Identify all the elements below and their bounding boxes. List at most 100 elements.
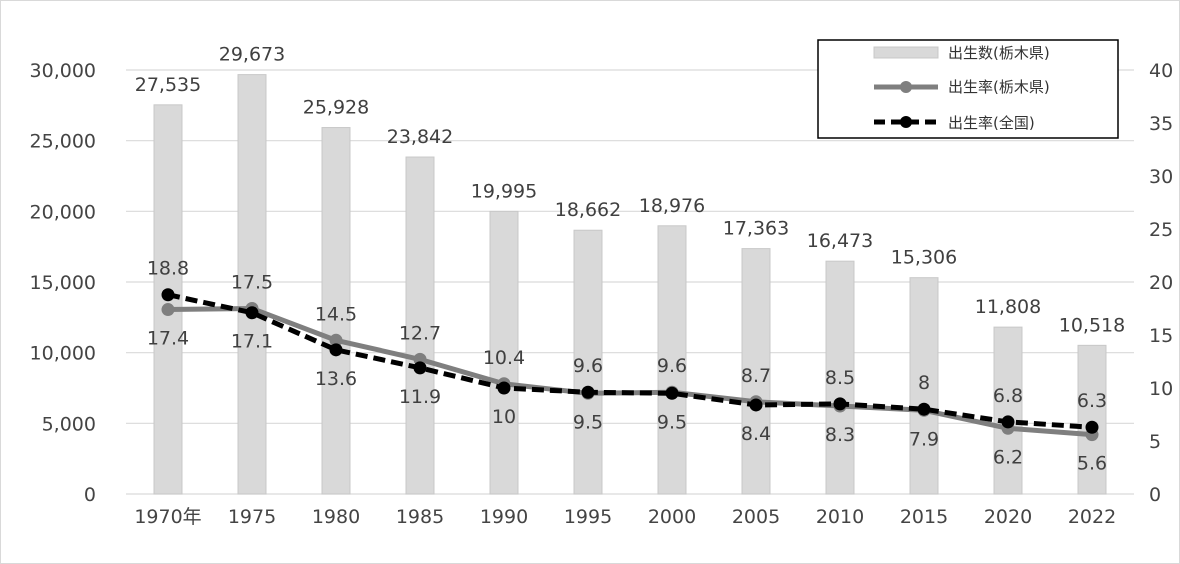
y-left-tick-label: 0 xyxy=(84,484,96,506)
pref-rate-label: 17.5 xyxy=(231,272,273,294)
bar xyxy=(909,277,939,495)
national-rate-label: 13.6 xyxy=(315,368,357,390)
y-right-tick-label: 35 xyxy=(1149,113,1173,135)
pref-rate-label: 8.7 xyxy=(741,365,771,387)
bar xyxy=(573,229,603,495)
x-tick-label: 2015 xyxy=(900,506,948,528)
x-tick-label: 1980 xyxy=(312,506,360,528)
national-rate-label: 18.8 xyxy=(147,258,189,280)
pref-rate-label: 10.4 xyxy=(483,347,525,369)
bar-value-label: 17,363 xyxy=(723,218,789,240)
y-right-tick-label: 15 xyxy=(1149,325,1173,347)
national-rate-point xyxy=(497,381,511,395)
national-rate-point xyxy=(833,397,847,411)
y-right-tick-label: 0 xyxy=(1149,484,1161,506)
x-tick-label: 1990 xyxy=(480,506,528,528)
x-tick-label: 2000 xyxy=(648,506,696,528)
x-tick-label: 1970年 xyxy=(134,506,201,528)
y-right-tick-label: 10 xyxy=(1149,378,1173,400)
legend-label-pref-rate: 出生率(栃木県) xyxy=(948,78,1050,96)
y-right-tick-label: 40 xyxy=(1149,60,1173,82)
pref-rate-label: 6.2 xyxy=(993,446,1023,468)
national-rate-point xyxy=(161,288,175,302)
bar xyxy=(321,127,351,495)
legend-item-births: 出生数(栃木県) xyxy=(873,44,1050,62)
legend-item-pref-rate: 出生率(栃木県) xyxy=(874,78,1050,96)
national-rate-label: 6.8 xyxy=(993,385,1023,407)
y-right-tick-label: 5 xyxy=(1149,431,1161,453)
bar-value-label: 27,535 xyxy=(135,74,201,96)
legend-item-national-rate: 出生率(全国) xyxy=(874,114,1035,132)
pref-rate-label: 7.9 xyxy=(909,428,939,450)
x-tick-label: 1975 xyxy=(228,506,276,528)
x-tick-label: 2010 xyxy=(816,506,864,528)
national-rate-point xyxy=(1085,420,1099,434)
legend-box xyxy=(817,39,1119,139)
bar xyxy=(657,225,687,495)
data-labels: 27,535 29,673 25,928 23,842 19,995 18,662 18,9… xyxy=(135,44,1125,475)
national-rate-label: 8.4 xyxy=(741,423,771,445)
x-tick-label: 2022 xyxy=(1068,506,1116,528)
y-left-tick-label: 15,000 xyxy=(30,272,96,294)
pref-rate-label: 9.5 xyxy=(573,411,603,433)
pref-rate-point xyxy=(329,333,343,347)
national-rate-label: 17.1 xyxy=(231,331,273,353)
x-axis: 1970年 1975 1980 1985 1990 1995 2000 2005 2010 201… xyxy=(134,506,1116,528)
bar-value-label: 23,842 xyxy=(387,126,453,148)
bar xyxy=(993,326,1023,495)
bar xyxy=(489,210,519,495)
national-rate-line xyxy=(167,292,1093,430)
y-left-tick-label: 20,000 xyxy=(30,201,96,223)
national-rate-point xyxy=(413,361,427,375)
line-series xyxy=(161,288,1099,442)
legend-label-births: 出生数(栃木県) xyxy=(948,44,1050,62)
y-axis-right: 0 5 10 15 20 25 30 35 40 xyxy=(1149,60,1173,506)
y-left-tick-label: 10,000 xyxy=(30,343,96,365)
national-rate-point xyxy=(917,402,931,416)
bar xyxy=(825,260,855,495)
bar-value-label: 19,995 xyxy=(471,180,537,202)
national-rate-label: 8.5 xyxy=(825,367,855,389)
bar xyxy=(237,74,267,495)
x-tick-label: 1995 xyxy=(564,506,612,528)
pref-rate-label: 9.6 xyxy=(657,355,687,377)
x-tick-label: 2020 xyxy=(984,506,1032,528)
legend-swatch-national-marker xyxy=(900,116,912,128)
national-rate-label: 11.9 xyxy=(399,386,441,408)
national-rate-point xyxy=(665,386,679,400)
pref-rate-label: 14.5 xyxy=(315,303,357,325)
y-left-tick-label: 5,000 xyxy=(42,413,96,435)
national-rate-point xyxy=(749,398,763,412)
national-rate-label: 6.3 xyxy=(1077,390,1107,412)
y-right-tick-label: 20 xyxy=(1149,272,1173,294)
bar-value-label: 18,976 xyxy=(639,195,705,217)
y-right-tick-label: 30 xyxy=(1149,166,1173,188)
bar-series xyxy=(153,74,1107,495)
bar xyxy=(405,156,435,495)
legend-swatch-bar xyxy=(873,46,939,59)
pref-rate-point xyxy=(161,303,175,317)
national-rate-label: 9.5 xyxy=(657,411,687,433)
pref-rate-label: 17.4 xyxy=(147,328,189,350)
bar xyxy=(1077,344,1107,495)
bar xyxy=(741,248,771,495)
x-tick-label: 1985 xyxy=(396,506,444,528)
national-rate-point xyxy=(1001,415,1015,429)
y-left-tick-label: 25,000 xyxy=(30,131,96,153)
bar-value-label: 15,306 xyxy=(891,247,957,269)
bar-value-label: 16,473 xyxy=(807,230,873,252)
legend-label-national-rate: 出生率(全国) xyxy=(948,114,1035,132)
bar-value-label: 18,662 xyxy=(555,199,621,221)
x-tick-label: 2005 xyxy=(732,506,780,528)
legend: 出生数(栃木県) 出生率(栃木県) 出生率(全国) xyxy=(817,39,1119,139)
legend-swatch-pref-marker xyxy=(900,81,912,93)
national-rate-point xyxy=(581,385,595,399)
pref-rate-label: 12.7 xyxy=(399,322,441,344)
national-rate-point xyxy=(245,306,259,320)
national-rate-label: 8 xyxy=(918,372,930,394)
national-rate-point xyxy=(329,343,343,357)
bar-value-label: 11,808 xyxy=(975,296,1041,318)
national-rate-label: 9.6 xyxy=(573,355,603,377)
bar-value-label: 29,673 xyxy=(219,44,285,66)
bar-value-label: 25,928 xyxy=(303,97,369,119)
